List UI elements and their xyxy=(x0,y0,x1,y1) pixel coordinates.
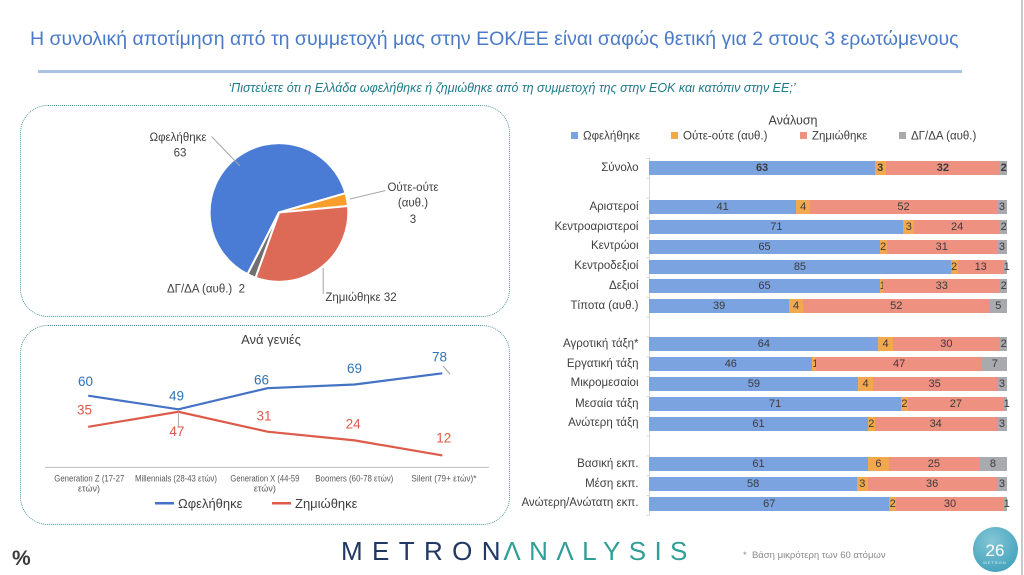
svg-text:Silent (79+ ετών)*: Silent (79+ ετών)* xyxy=(411,474,476,484)
svg-text:12: 12 xyxy=(436,431,451,446)
svg-text:47: 47 xyxy=(169,424,184,439)
svg-text:METRON: METRON xyxy=(341,536,501,566)
svg-text:Generation X (44-59: Generation X (44-59 xyxy=(230,474,299,484)
svg-text:63: 63 xyxy=(174,147,187,159)
svg-text:Ζημιώθηκε: Ζημιώθηκε xyxy=(812,131,867,143)
svg-text:ετών): ετών) xyxy=(78,484,100,494)
svg-text:Generation Z (17-27: Generation Z (17-27 xyxy=(54,474,124,484)
svg-text:69: 69 xyxy=(347,361,362,376)
svg-text:Ανάλυση: Ανάλυση xyxy=(768,114,817,128)
svg-text:60: 60 xyxy=(78,374,93,389)
svg-text:49: 49 xyxy=(169,389,184,404)
svg-text:3: 3 xyxy=(410,214,416,226)
svg-text:24: 24 xyxy=(346,417,362,432)
svg-text:ΔΓ/ΔΑ (αυθ.) 2: ΔΓ/ΔΑ (αυθ.) 2 xyxy=(167,284,245,296)
svg-text:31: 31 xyxy=(256,408,271,423)
svg-text:ΛΝΛLYSIS: ΛΝΛLYSIS xyxy=(503,536,687,566)
svg-text:35: 35 xyxy=(77,403,92,418)
svg-text:Ωφελήθηκε: Ωφελήθηκε xyxy=(583,131,640,143)
svg-text:78: 78 xyxy=(432,350,447,365)
svg-text:Millennials (28-43 ετών): Millennials (28-43 ετών) xyxy=(135,474,217,484)
svg-text:Ωφελήθηκε: Ωφελήθηκε xyxy=(150,132,207,144)
svg-text:66: 66 xyxy=(254,373,269,388)
svg-text:ετών): ετών) xyxy=(254,484,276,494)
svg-text:Ούτε-ούτε (αυθ.): Ούτε-ούτε (αυθ.) xyxy=(683,131,768,143)
svg-text:(αυθ.): (αυθ.) xyxy=(398,198,428,210)
svg-text:Ζημιώθηκε: Ζημιώθηκε xyxy=(295,496,358,511)
svg-text:Boomers (60-78 ετών): Boomers (60-78 ετών) xyxy=(315,474,393,484)
svg-text:Ωφελήθηκε: Ωφελήθηκε xyxy=(178,496,243,511)
svg-text:Ούτε-ούτε: Ούτε-ούτε xyxy=(387,182,438,194)
svg-text:ΔΓ/ΔΑ (αυθ.): ΔΓ/ΔΑ (αυθ.) xyxy=(911,131,976,143)
svg-text:Ανά γενιές: Ανά γενιές xyxy=(241,332,301,347)
svg-text:Ζημιώθηκε 32: Ζημιώθηκε 32 xyxy=(325,292,396,304)
